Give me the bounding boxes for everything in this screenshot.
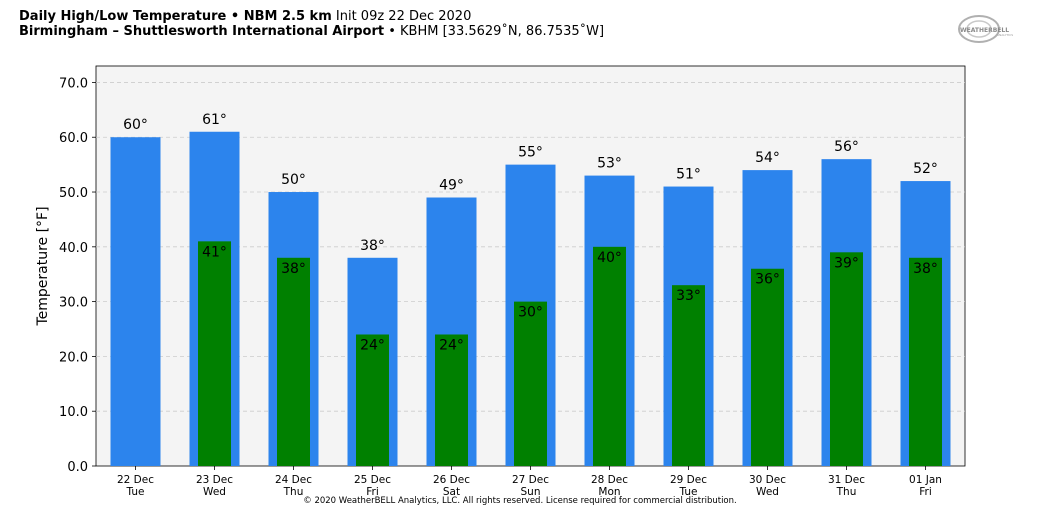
y-tick-label: 20.0: [59, 350, 88, 365]
x-tick-date: 22 Dec: [117, 474, 154, 486]
x-tick-date: 23 Dec: [196, 474, 233, 486]
x-tick-day: Thu: [283, 486, 304, 498]
low-temp-bar: [198, 241, 231, 466]
station-info: • KBHM [33.5629˚N, 86.7535˚W]: [388, 24, 605, 39]
low-temp-bar: [593, 246, 626, 466]
y-tick-label: 50.0: [59, 186, 88, 201]
x-tick-day: Fri: [919, 486, 932, 498]
y-axis-label: Temperature [°F]: [35, 206, 51, 326]
chart-title: Daily High/Low Temperature • NBM 2.5 km …: [19, 9, 604, 39]
low-temp-bar: [356, 334, 389, 466]
high-temp-label: 53°: [597, 156, 622, 172]
high-temp-label: 56°: [834, 139, 859, 155]
low-temp-bar: [277, 257, 310, 466]
high-temp-label: 50°: [281, 172, 306, 188]
high-temp-label: 61°: [202, 112, 227, 128]
y-axis: 0.0 10.0 20.0 30.0 40.0 50.0 60.0 70.0: [59, 76, 96, 475]
high-temp-label: 55°: [518, 145, 543, 161]
low-temp-label: 30°: [518, 305, 543, 321]
x-tick-date: 26 Dec: [433, 474, 470, 486]
logo-text: WEATHERBELL: [960, 27, 1009, 34]
low-temp-bar: [751, 268, 784, 466]
x-tick-date: 25 Dec: [354, 474, 391, 486]
x-tick-date: 24 Dec: [275, 474, 312, 486]
high-temp-label: 51°: [676, 167, 701, 183]
y-tick-label: 0.0: [67, 460, 88, 475]
title-main: Daily High/Low Temperature • NBM 2.5 km: [19, 9, 332, 24]
high-temp-label: 38°: [360, 238, 385, 254]
x-tick-day: Wed: [756, 486, 779, 498]
weatherbell-logo: WEATHERBELL ANALYTICS: [958, 15, 1013, 43]
x-tick-day: Tue: [679, 486, 698, 498]
low-temp-label: 40°: [597, 250, 622, 266]
title-line-2: Birmingham – Shuttlesworth International…: [19, 24, 604, 39]
x-tick-date: 27 Dec: [512, 474, 549, 486]
x-tick-date: 31 Dec: [828, 474, 865, 486]
station-name: Birmingham – Shuttlesworth International…: [19, 24, 385, 39]
low-temp-bar: [435, 334, 468, 466]
x-tick-date: 29 Dec: [670, 474, 707, 486]
x-tick-day: Fri: [366, 486, 379, 498]
title-init: Init 09z 22 Dec 2020: [335, 9, 472, 24]
x-tick-day: Sun: [521, 486, 541, 498]
x-tick-day: Mon: [598, 486, 620, 498]
high-temp-bar: [110, 137, 161, 466]
y-tick-label: 10.0: [59, 405, 88, 420]
y-tick-label: 30.0: [59, 296, 88, 311]
low-temp-label: 38°: [913, 261, 938, 277]
low-temp-label: 39°: [834, 255, 859, 271]
title-line-1: Daily High/Low Temperature • NBM 2.5 km …: [19, 9, 604, 24]
y-tick-label: 70.0: [59, 76, 88, 91]
x-tick-day: Sat: [443, 486, 460, 498]
y-tick-label: 60.0: [59, 131, 88, 146]
low-temp-label: 41°: [202, 244, 227, 260]
x-tick-day: Wed: [203, 486, 226, 498]
logo-subtext: ANALYTICS: [997, 33, 1013, 37]
x-tick-date: 30 Dec: [749, 474, 786, 486]
low-temp-bar: [514, 301, 547, 466]
y-tick-label: 40.0: [59, 241, 88, 256]
low-temp-bar: [909, 257, 942, 466]
low-temp-bar: [830, 252, 863, 466]
low-temp-label: 33°: [676, 288, 701, 304]
x-tick-date: 01 Jan: [909, 474, 942, 486]
x-tick-date: 28 Dec: [591, 474, 628, 486]
x-tick-day: Thu: [836, 486, 857, 498]
low-temp-label: 24°: [439, 337, 464, 353]
high-temp-label: 60°: [123, 117, 148, 133]
low-temp-label: 36°: [755, 272, 780, 288]
x-tick-day: Tue: [126, 486, 145, 498]
high-temp-label: 49°: [439, 178, 464, 194]
low-temp-label: 38°: [281, 261, 306, 277]
low-temp-bar: [672, 285, 705, 466]
bars: 60° 61° 50° 38° 49° 55° 53° 51° 54° 56° 52° 41° 38° 2…: [110, 112, 951, 467]
high-temp-label: 54°: [755, 150, 780, 166]
low-temp-label: 24°: [360, 337, 385, 353]
high-temp-label: 52°: [913, 161, 938, 177]
copyright-notice: © 2020 WeatherBELL Analytics, LLC. All r…: [303, 496, 737, 506]
